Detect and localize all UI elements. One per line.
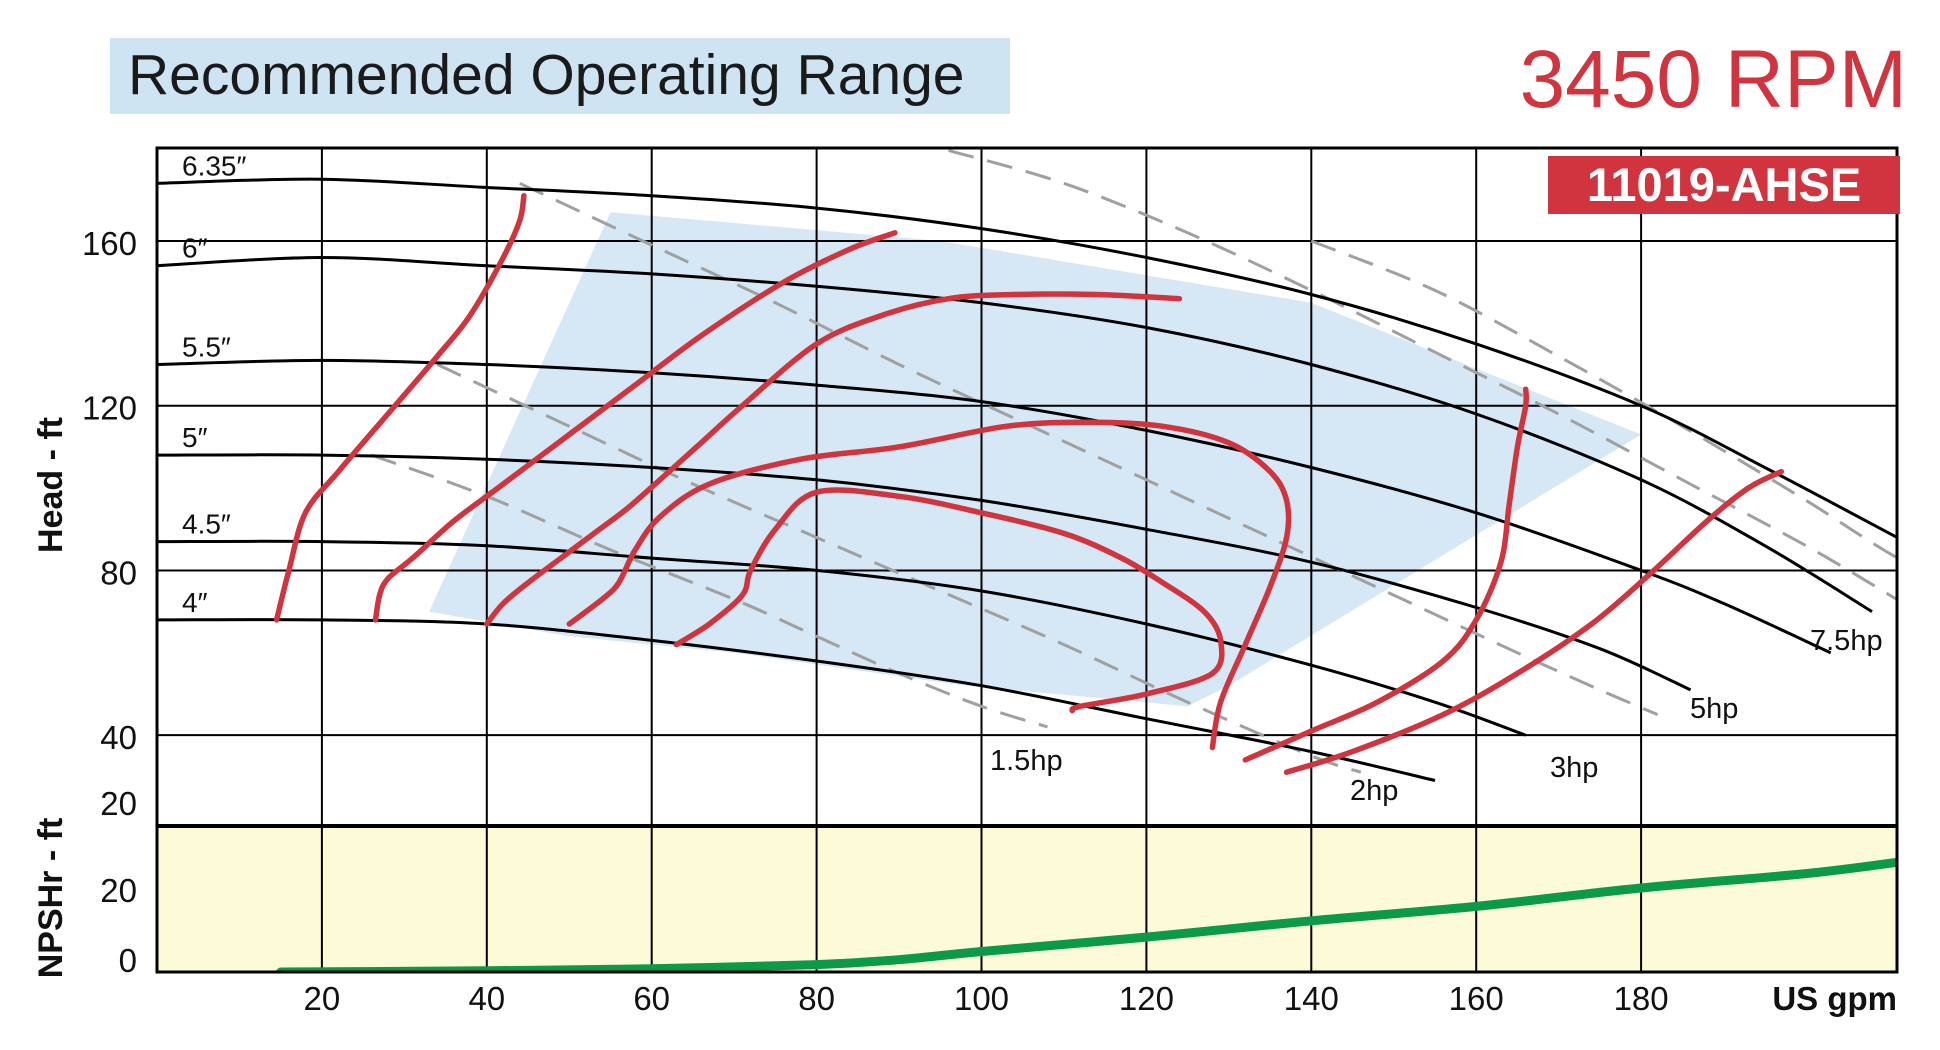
recommended-range-area — [429, 212, 1642, 707]
model-badge: 11019-AHSE — [1548, 156, 1900, 214]
x-tick-label: 20 — [304, 980, 341, 1017]
efficiency-curve — [566, 419, 1292, 751]
chart-title: Recommended Operating Range — [128, 43, 965, 107]
impeller-label: 4.5″ — [182, 509, 231, 540]
efficiency-curve — [273, 192, 527, 623]
head-axis-title: Head - ft — [32, 417, 70, 553]
head-tick-label: 20 — [100, 785, 137, 822]
head-tick-label: 80 — [100, 554, 137, 591]
impeller-label: 6″ — [182, 233, 208, 264]
head-tick-label: 120 — [82, 390, 137, 427]
efficiency-curve — [1283, 468, 1785, 775]
efficiency-curve — [372, 230, 898, 623]
hp-line — [519, 181, 1659, 716]
impeller-curve — [157, 358, 1832, 655]
plot-border — [155, 146, 1899, 974]
head-tick-label: 160 — [82, 225, 137, 262]
impeller-label: 5.5″ — [182, 332, 231, 363]
impeller-curve — [157, 539, 1527, 737]
labels: 20 40 80 120 160 0 20 20 40 60 80 100 120 140 160 180 US… — [32, 150, 1897, 1017]
x-tick-label: 40 — [468, 980, 505, 1017]
impeller-curve — [157, 177, 1897, 540]
hp-line — [948, 148, 1897, 601]
hp-label: 5hp — [1690, 693, 1738, 725]
npsh-curve-group — [276, 857, 1897, 972]
efficiency-curve — [484, 291, 1183, 627]
x-axis-title: US gpm — [1772, 980, 1897, 1017]
efficiency-curve — [1242, 386, 1530, 763]
x-tick-label: 80 — [798, 980, 835, 1017]
rpm-label: 3450 RPM — [1519, 34, 1907, 125]
title-banner — [110, 38, 1010, 114]
hp-label: 2hp — [1350, 775, 1398, 807]
x-tick-label: 120 — [1119, 980, 1174, 1017]
impeller-label: 5″ — [182, 422, 208, 453]
npsh-tick-label: 20 — [100, 872, 137, 909]
npsh-curve — [276, 857, 1897, 972]
npsh-tick-label: 0 — [119, 942, 137, 979]
x-tick-label: 60 — [633, 980, 670, 1017]
hp-label: 7.5hp — [1810, 625, 1883, 657]
impeller-label: 4″ — [182, 587, 208, 618]
efficiency-curve — [673, 487, 1225, 714]
impeller-curve — [157, 618, 1436, 782]
hp-label: 1.5hp — [990, 745, 1063, 777]
head-tick-label: 40 — [100, 719, 137, 756]
hp-label: 3hp — [1550, 752, 1598, 784]
x-tick-label: 140 — [1284, 980, 1339, 1017]
efficiency-curves — [273, 192, 1785, 775]
impeller-curve — [157, 255, 1873, 613]
grid — [157, 148, 1897, 972]
npsh-axis-title: NPSHr - ft — [32, 818, 70, 979]
hp-line — [436, 363, 1362, 774]
x-tick-label: 160 — [1449, 980, 1504, 1017]
x-tick-label: 180 — [1614, 980, 1669, 1017]
x-tick-label: 100 — [954, 980, 1009, 1017]
plot-frame — [155, 146, 1899, 974]
impeller-label: 6.35″ — [182, 150, 246, 181]
